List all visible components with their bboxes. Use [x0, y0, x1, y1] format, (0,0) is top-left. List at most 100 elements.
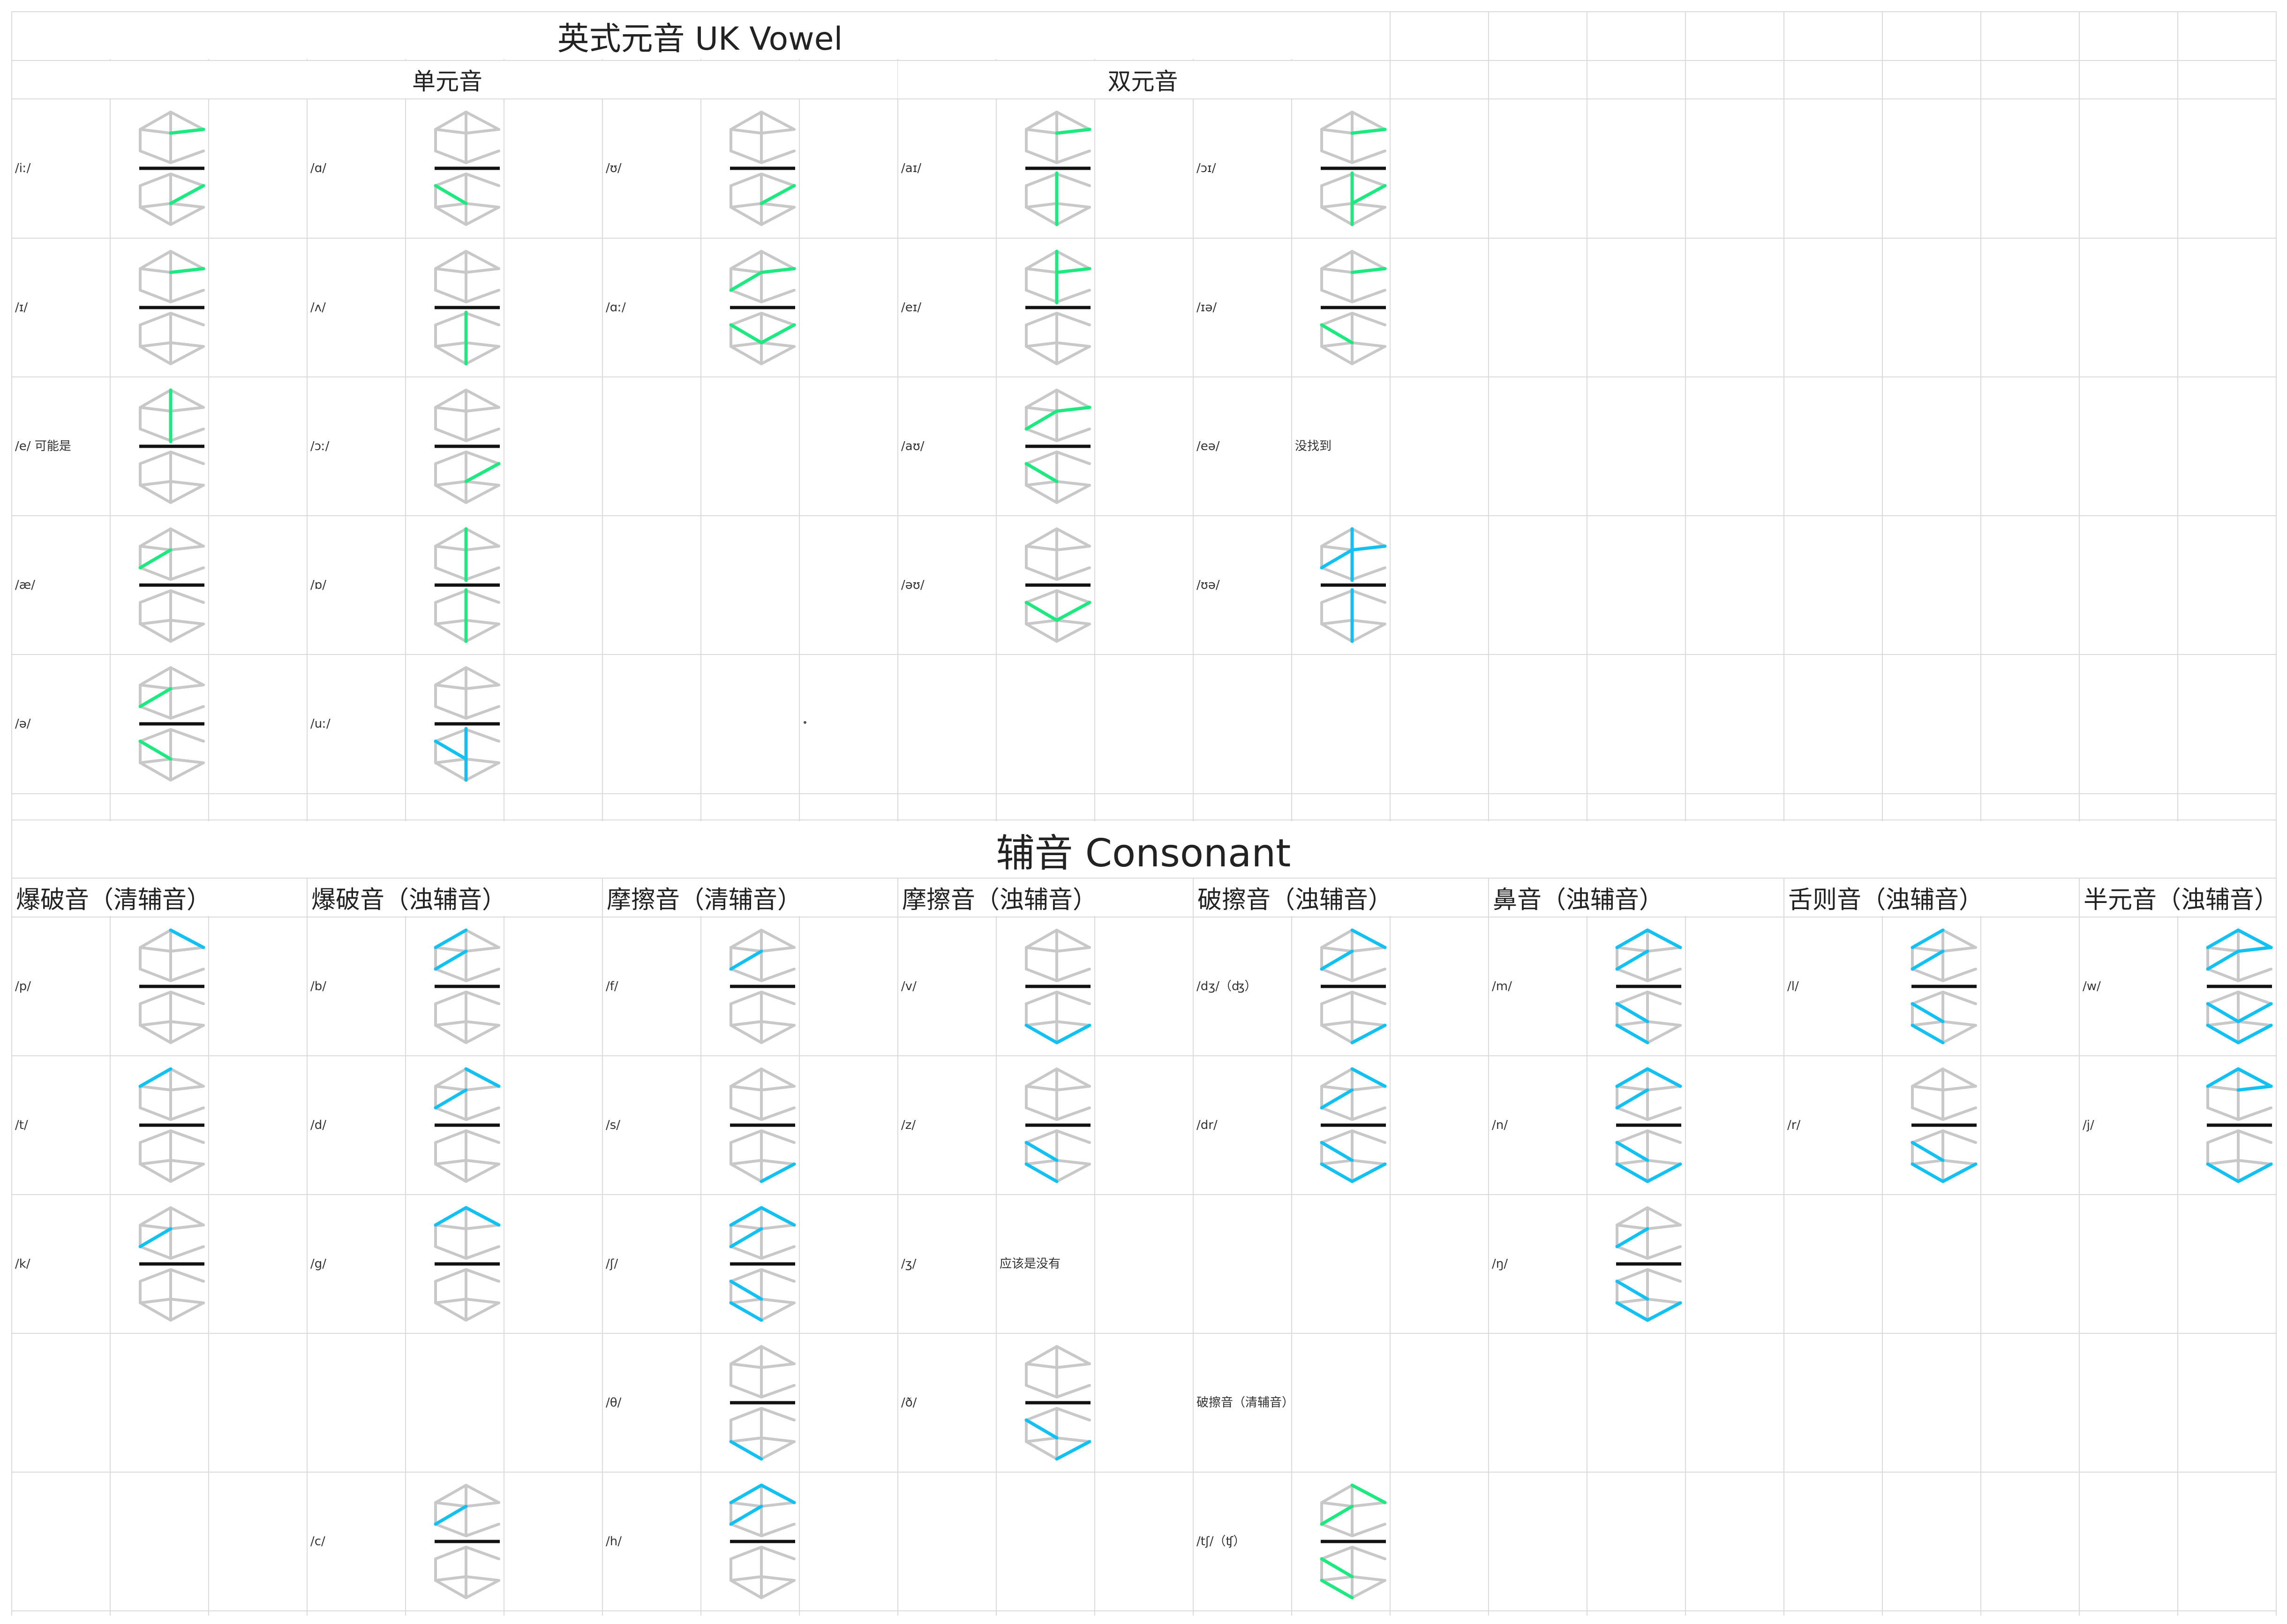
glyph-stroke	[139, 1085, 172, 1091]
glyph-stroke	[760, 150, 796, 164]
glyph-stroke	[760, 1440, 796, 1460]
glyph-stroke	[434, 173, 467, 187]
glyph-stroke	[434, 946, 467, 953]
glyph-stroke	[1320, 566, 1354, 581]
glyph-stroke	[1320, 289, 1354, 303]
glyph-stroke	[1320, 202, 1354, 209]
consonant-ipa-label: /r/	[1787, 1118, 1801, 1132]
glyph-stroke	[1055, 150, 1091, 164]
glyph-stroke-active-ur	[1646, 1067, 1682, 1088]
glyph-stroke-active-ur	[1350, 928, 1387, 949]
glyph-stroke	[1320, 250, 1354, 270]
glyph-stroke	[1025, 428, 1058, 442]
grid-line-horizontal	[11, 1055, 2276, 1056]
glyph-stroke	[1616, 1298, 1649, 1304]
glyph-stroke	[434, 1163, 467, 1183]
grid-line-vertical	[1390, 11, 1391, 1616]
consonant-ipa-label: /v/	[901, 979, 917, 993]
glyph-stroke	[434, 1129, 467, 1144]
glyph-stroke	[169, 1301, 205, 1322]
mouth-shape-glyph	[730, 1068, 796, 1183]
glyph-stroke-active-ul	[1911, 928, 1945, 949]
glyph-stroke	[169, 968, 205, 982]
mouth-shape-glyph	[1024, 1345, 1091, 1461]
glyph-stroke-active-ucl	[2206, 949, 2240, 971]
glyph-stroke	[760, 1106, 796, 1121]
glyph-stroke	[730, 202, 763, 209]
glyph-stroke	[730, 1020, 763, 1027]
glyph-stroke	[434, 527, 467, 548]
glyph-stroke	[139, 527, 172, 548]
mouth-shape-glyph	[1320, 928, 1387, 1045]
glyph-stroke	[1025, 527, 1058, 548]
glyph-stroke	[760, 1345, 796, 1365]
glyph-stroke	[1320, 1020, 1354, 1027]
glyph-stroke	[760, 1068, 796, 1088]
grid-line-horizontal	[11, 515, 2276, 516]
consonant-ipa-label: /j/	[2083, 1118, 2094, 1132]
glyph-stroke	[139, 1163, 172, 1183]
glyph-stroke-active-ll	[729, 1301, 763, 1322]
glyph-stroke	[465, 1020, 500, 1027]
mouth-shape-glyph	[1320, 527, 1387, 643]
glyph-stroke	[434, 128, 467, 135]
glyph-stroke	[1646, 1298, 1682, 1304]
glyph-stroke	[434, 666, 467, 686]
glyph-stroke	[760, 1362, 796, 1369]
glyph-stroke	[730, 267, 763, 274]
glyph-stroke	[434, 728, 467, 743]
glyph-stroke	[730, 1106, 763, 1121]
glyph-stroke	[760, 128, 796, 135]
glyph-stroke	[760, 202, 796, 209]
glyph-stroke	[1025, 623, 1058, 643]
glyph-stroke	[434, 111, 467, 131]
glyph-stroke	[760, 289, 796, 303]
glyph-stroke	[1025, 968, 1058, 982]
glyph-stroke	[1320, 345, 1354, 365]
glyph-stroke	[1025, 1020, 1058, 1027]
mouth-shape-glyph	[434, 527, 500, 643]
consonant-ipa-label: /ð/	[901, 1396, 917, 1410]
glyph-stroke	[1025, 173, 1058, 187]
glyph-stroke	[1025, 1440, 1058, 1460]
grid-line-vertical	[11, 11, 12, 1616]
glyph-stroke	[1055, 451, 1091, 465]
glyph-stroke-active-lcl	[1024, 601, 1059, 622]
glyph-stroke	[1025, 202, 1058, 209]
glyph-stroke	[1646, 946, 1682, 953]
glyph-stroke	[465, 589, 500, 604]
glyph-stroke	[1351, 1159, 1386, 1165]
glyph-stroke	[169, 1268, 205, 1283]
glyph-stroke	[169, 451, 205, 465]
glyph-stroke	[730, 1384, 763, 1398]
glyph-stroke	[760, 1085, 796, 1091]
grid-line-horizontal	[11, 376, 2276, 377]
grid-line-vertical	[2276, 11, 2277, 1616]
glyph-stroke	[730, 1523, 763, 1537]
glyph-stroke-active-ucl	[1911, 949, 1945, 971]
glyph-stroke	[434, 1575, 467, 1582]
mouth-shape-glyph	[138, 666, 205, 782]
glyph-stroke	[465, 1268, 500, 1283]
glyph-stroke	[1941, 929, 1977, 949]
glyph-stroke	[169, 946, 205, 953]
glyph-stroke	[760, 1301, 796, 1322]
glyph-stroke-active-ucr	[1055, 406, 1091, 413]
monophthong-header: 单元音	[12, 61, 882, 98]
glyph-stroke	[760, 1245, 796, 1260]
glyph-stroke	[434, 1523, 467, 1537]
glyph-stroke	[1025, 111, 1058, 131]
glyph-stroke	[2206, 1085, 2240, 1091]
glyph-stroke	[760, 341, 796, 348]
consonant-category-header: 舌则音（浊辅音）	[1784, 879, 2078, 916]
glyph-stroke	[730, 1345, 763, 1365]
consonant-ipa-label: /w/	[2083, 979, 2101, 993]
glyph-stroke	[465, 527, 500, 548]
glyph-stroke-active-ucr	[1055, 267, 1091, 274]
glyph-stroke	[2237, 968, 2272, 982]
consonant-ipa-label: /b/	[310, 979, 327, 993]
glyph-stroke	[465, 758, 500, 764]
glyph-stroke-active-lr	[2236, 1023, 2273, 1045]
glyph-stroke	[1616, 1129, 1649, 1144]
vowel-ipa-label: /eə/	[1196, 439, 1220, 453]
